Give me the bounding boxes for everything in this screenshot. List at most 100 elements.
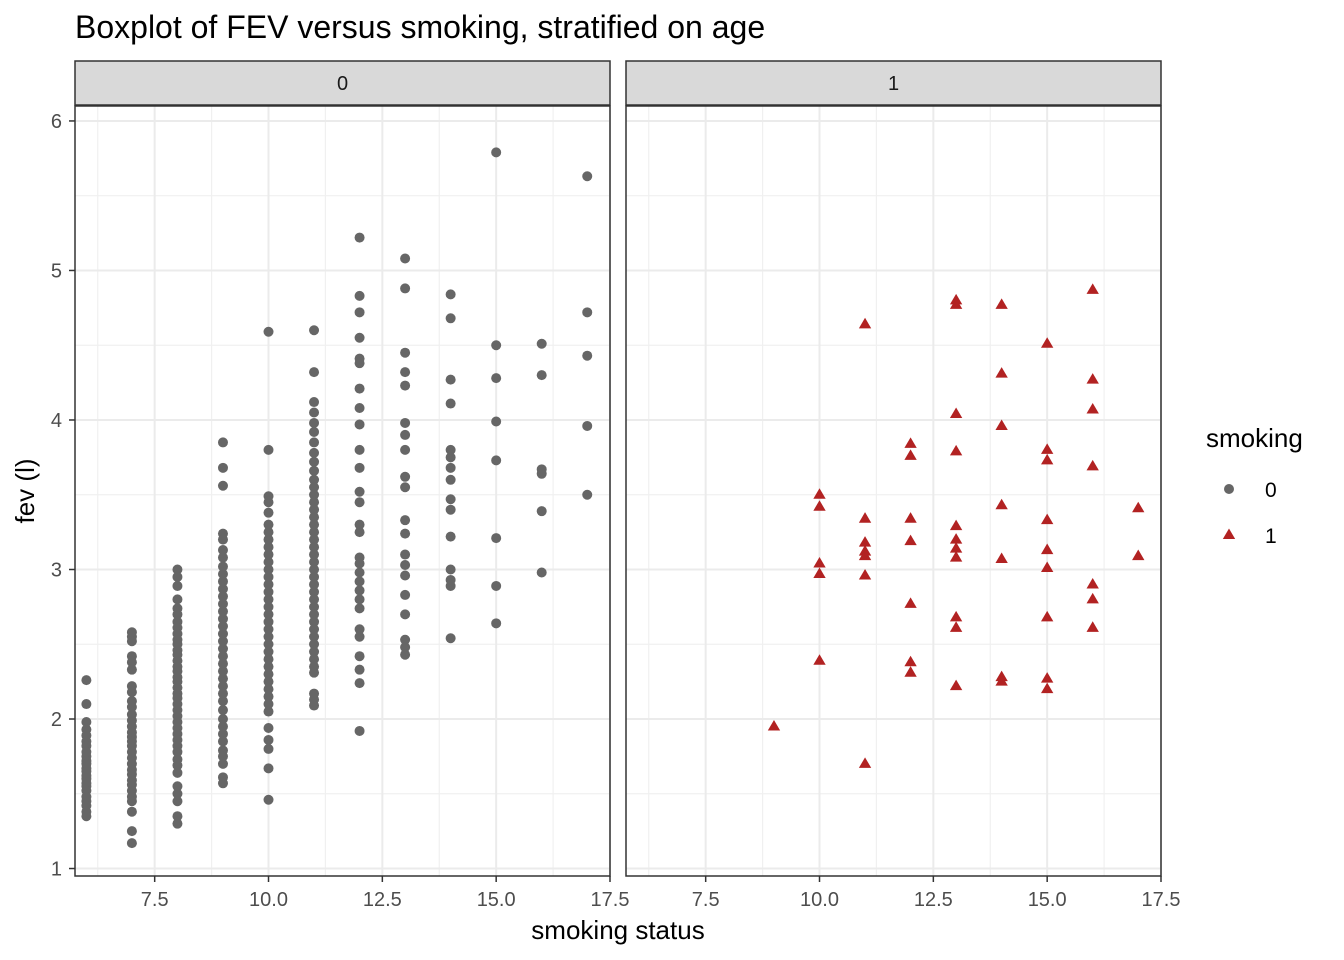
data-point — [309, 654, 320, 665]
data-point — [354, 631, 365, 642]
data-point — [445, 580, 456, 591]
data-point — [309, 437, 320, 448]
data-point — [995, 298, 1008, 309]
data-point — [263, 669, 274, 680]
data-point — [949, 610, 963, 622]
data-point — [445, 374, 456, 385]
y-tick-label: 4 — [51, 410, 62, 432]
data-point — [126, 636, 137, 647]
data-point — [309, 465, 320, 476]
data-point — [400, 515, 411, 526]
data-point — [582, 350, 593, 361]
data-point — [813, 567, 826, 579]
data-point — [309, 512, 320, 523]
data-point — [263, 519, 274, 530]
facet-panel-0: 0 — [74, 60, 611, 877]
data-point — [354, 307, 365, 318]
data-point — [309, 407, 320, 418]
x-tick-label: 15.0 — [1028, 889, 1067, 911]
data-point — [400, 471, 411, 482]
data-point — [263, 734, 274, 745]
data-point — [400, 589, 411, 600]
x-tick-label: 10.0 — [249, 889, 288, 911]
legend-key-triangle — [1222, 528, 1236, 540]
data-point — [445, 494, 456, 505]
data-point — [172, 746, 183, 757]
data-point — [1086, 621, 1099, 632]
data-point — [126, 826, 137, 837]
data-point — [400, 549, 411, 560]
data-point — [400, 528, 411, 539]
data-point — [263, 507, 274, 518]
y-tick-label: 5 — [51, 260, 62, 282]
data-point — [354, 519, 365, 530]
data-point — [263, 444, 274, 455]
data-point — [1040, 543, 1054, 555]
data-point — [445, 531, 456, 542]
data-point — [1040, 443, 1054, 454]
data-point — [1086, 459, 1099, 471]
data-point — [400, 649, 411, 660]
data-point — [354, 576, 365, 587]
facet-panel-1: 1 — [625, 60, 1162, 877]
data-point — [263, 763, 274, 774]
data-point — [217, 583, 228, 594]
data-point — [217, 598, 228, 609]
legend-entries: 01 — [1222, 479, 1277, 548]
data-point — [995, 419, 1008, 430]
data-point — [217, 552, 228, 563]
data-point — [309, 426, 320, 437]
y-axis-title: fev (l) — [10, 459, 40, 524]
legend-label: 1 — [1265, 525, 1277, 548]
data-point — [858, 568, 872, 580]
data-point — [354, 594, 365, 605]
data-point — [354, 624, 365, 635]
data-point — [445, 313, 456, 324]
data-point — [309, 624, 320, 635]
legend-title: smoking — [1206, 423, 1303, 453]
data-point — [309, 549, 320, 560]
data-point — [400, 283, 411, 294]
data-point — [309, 667, 320, 678]
data-point — [354, 651, 365, 662]
data-point — [400, 634, 411, 645]
data-point — [1040, 337, 1054, 348]
data-point — [445, 289, 456, 300]
y-tick-label: 6 — [51, 111, 62, 133]
data-point — [536, 338, 547, 349]
data-point — [491, 455, 502, 466]
data-point — [263, 616, 274, 627]
x-tick-label: 17.5 — [1142, 889, 1181, 911]
data-point — [904, 534, 917, 546]
data-point — [217, 534, 228, 545]
data-point — [263, 549, 274, 560]
data-point — [445, 452, 456, 463]
data-point — [582, 307, 593, 318]
data-point — [217, 437, 228, 448]
data-point — [1040, 513, 1054, 525]
data-point — [813, 654, 826, 665]
data-point — [445, 474, 456, 485]
data-point — [217, 643, 228, 654]
data-point — [445, 444, 456, 455]
y-tick-label: 3 — [51, 559, 62, 581]
data-point — [309, 367, 320, 378]
data-point — [949, 542, 963, 553]
data-point — [858, 317, 872, 329]
data-point — [263, 624, 274, 635]
data-point — [354, 486, 365, 497]
data-point — [263, 564, 274, 575]
data-point — [172, 818, 183, 829]
data-point — [995, 552, 1008, 564]
data-point — [263, 639, 274, 650]
data-point — [400, 367, 411, 378]
panel-border — [625, 105, 1162, 877]
data-point — [1040, 672, 1054, 683]
y-tick-label: 1 — [51, 859, 62, 881]
data-point — [400, 482, 411, 493]
data-point — [217, 688, 228, 699]
data-point — [354, 403, 365, 414]
data-point — [217, 778, 228, 789]
data-point — [582, 171, 593, 182]
